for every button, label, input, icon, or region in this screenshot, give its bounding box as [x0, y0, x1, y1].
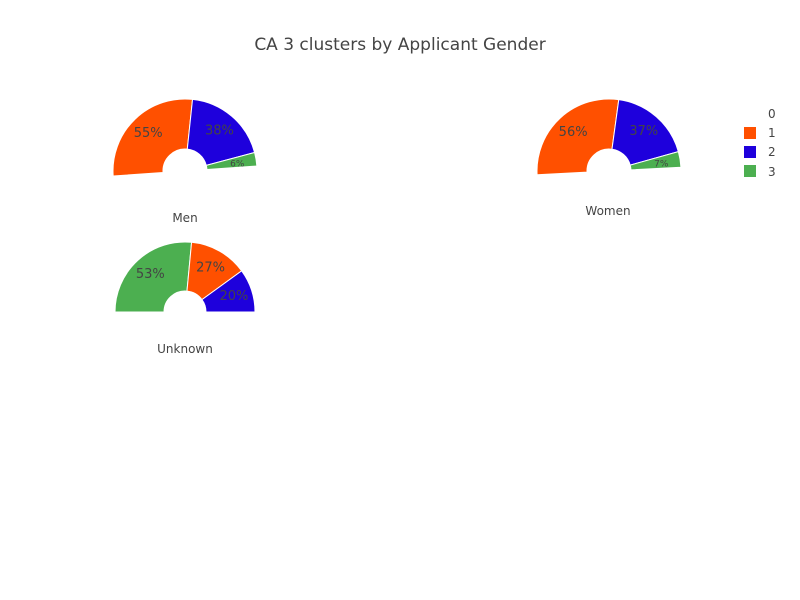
pie-label-unknown: Unknown	[157, 342, 213, 356]
legend-item-3[interactable]: 3	[744, 165, 776, 179]
slice-men-cluster-3[interactable]	[205, 151, 258, 170]
legend-swatch-2	[744, 146, 756, 158]
slice-men-cluster-1[interactable]	[112, 98, 194, 177]
pie-men: Men 55% 38% 6%	[112, 98, 258, 225]
slice-label-men-cluster-1: 55%	[134, 126, 163, 141]
slice-men-cluster-2[interactable]	[186, 98, 256, 166]
slice-label-women-cluster-2: 37%	[629, 124, 658, 139]
slice-women-cluster-3[interactable]	[629, 151, 682, 171]
legend-item-2[interactable]: 2	[744, 145, 776, 159]
pie-women: Women 56% 37% 7%	[536, 98, 682, 218]
slice-label-men-cluster-3: 6%	[230, 159, 245, 169]
pie-label-men: Men	[172, 211, 197, 225]
slice-women-cluster-1[interactable]	[536, 98, 620, 176]
slice-label-unknown-cluster-1: 27%	[196, 260, 225, 275]
legend-label-3: 3	[768, 165, 776, 179]
legend-swatch-3	[744, 165, 756, 177]
slice-label-unknown-cluster-2: 20%	[220, 289, 249, 304]
legend-label-2: 2	[768, 145, 776, 159]
pie-label-women: Women	[585, 204, 630, 218]
legend-label-0: 0	[768, 107, 776, 121]
slice-label-unknown-cluster-3: 53%	[136, 267, 165, 282]
legend-item-0[interactable]: 0	[768, 107, 776, 121]
slice-label-women-cluster-1: 56%	[559, 125, 588, 140]
slice-label-women-cluster-3: 7%	[654, 159, 669, 169]
legend: 0 1 2 3	[744, 107, 776, 179]
legend-label-1: 1	[768, 126, 776, 140]
legend-item-1[interactable]: 1	[744, 126, 776, 140]
slice-label-men-cluster-2: 38%	[205, 124, 234, 139]
pie-unknown: Unknown 53% 27% 20%	[114, 241, 256, 356]
slice-unknown-cluster-2[interactable]	[201, 270, 256, 313]
slice-women-cluster-2[interactable]	[611, 99, 679, 166]
chart-title: CA 3 clusters by Applicant Gender	[254, 35, 545, 55]
slice-unknown-cluster-3[interactable]	[114, 241, 193, 313]
legend-swatch-1	[744, 127, 756, 139]
